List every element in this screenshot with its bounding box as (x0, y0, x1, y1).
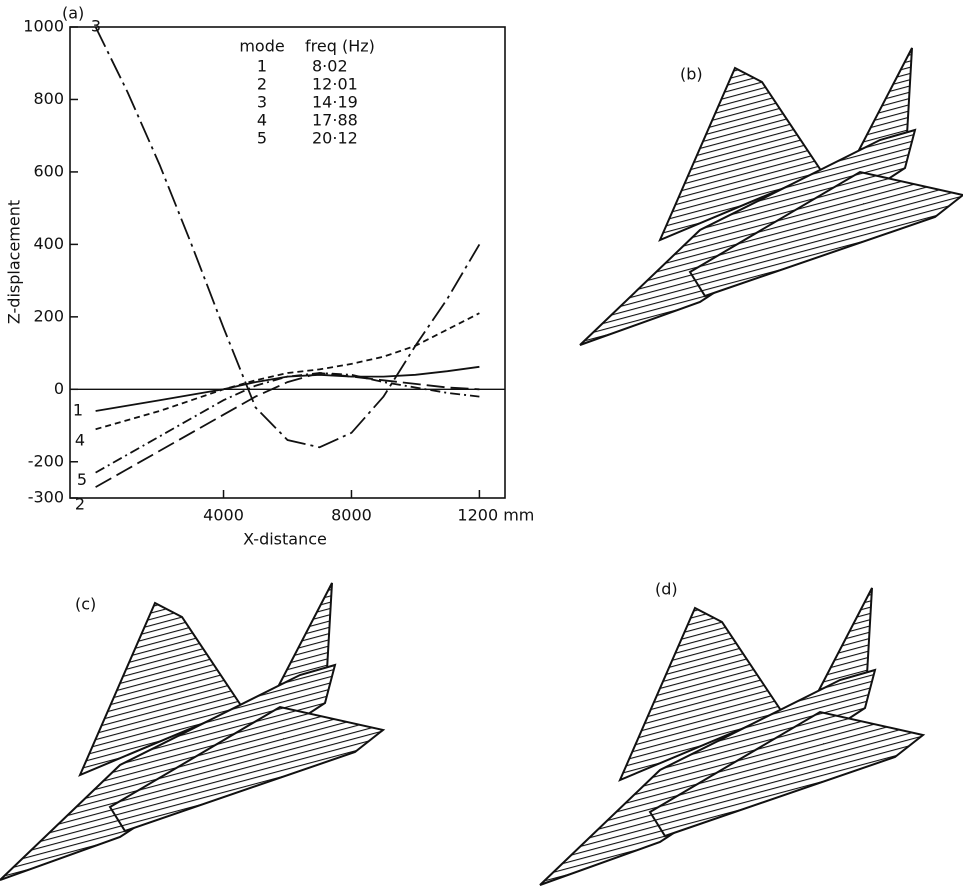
line-label: 3 (91, 17, 101, 36)
y-tick-label: -300 (28, 488, 64, 507)
legend-mode: 2 (257, 75, 267, 94)
legend-freq: 20·12 (312, 129, 358, 148)
legend-mode: 5 (257, 129, 267, 148)
legend-freq: 17·88 (312, 111, 358, 130)
line-label: 5 (77, 470, 87, 489)
line-label: 4 (75, 431, 85, 450)
legend-mode: 1 (257, 57, 267, 76)
line-label: 2 (75, 495, 85, 514)
legend-header: freq (Hz) (305, 37, 375, 56)
x-tick-label: 8000 (331, 506, 372, 525)
line-label: 1 (73, 401, 83, 420)
y-tick-label: 400 (33, 234, 64, 253)
airplane-b (579, 47, 963, 346)
y-axis-title: Z-displacement (5, 200, 24, 324)
y-tick-label: 800 (33, 89, 64, 108)
legend-freq: 12·01 (312, 75, 358, 94)
panel-label: (a) (62, 4, 84, 23)
legend-mode: 3 (257, 93, 267, 112)
y-tick-label: 200 (33, 306, 64, 325)
x-tick-label: 1200 mm (457, 506, 534, 525)
x-tick-label: 4000 (203, 506, 244, 525)
panel-label: (b) (680, 65, 703, 84)
legend-freq: 8·02 (312, 57, 348, 76)
y-tick-label: 0 (54, 379, 64, 398)
mode-line (95, 372, 480, 474)
panel-label: (c) (75, 595, 96, 614)
legend-header: mode (239, 37, 284, 56)
y-tick-label: 600 (33, 161, 64, 180)
legend-freq: 14·19 (312, 93, 358, 112)
panel-label: (d) (655, 580, 678, 599)
y-tick-label: -200 (28, 451, 64, 470)
airplane-d (539, 587, 924, 886)
mode-line (95, 372, 480, 488)
y-tick-label: 1000 (23, 17, 64, 36)
axes-frame (69, 26, 506, 499)
mode-line (95, 312, 480, 431)
mode-line (94, 26, 481, 449)
airplane-c (0, 582, 384, 881)
x-axis-title: X-distance (243, 530, 327, 549)
legend-mode: 4 (257, 111, 267, 130)
